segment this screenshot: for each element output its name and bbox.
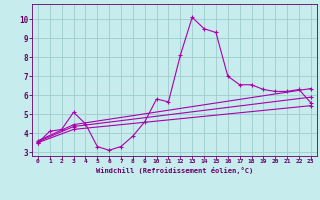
X-axis label: Windchill (Refroidissement éolien,°C): Windchill (Refroidissement éolien,°C) [96, 167, 253, 174]
